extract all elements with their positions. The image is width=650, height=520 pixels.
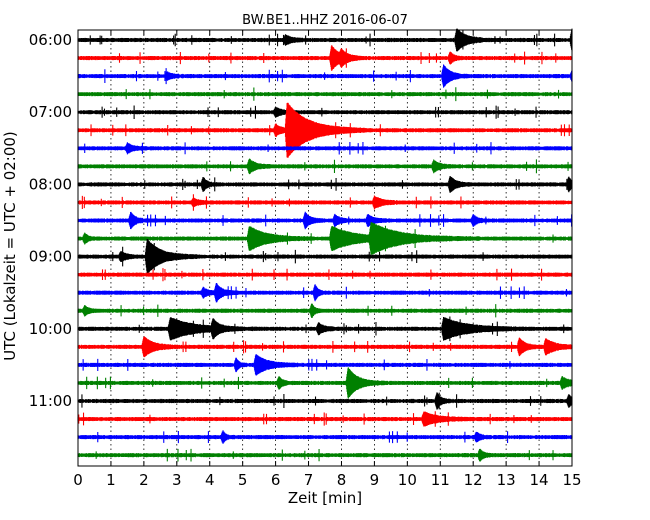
x-tick-label: 15 [562, 471, 581, 489]
trace-0815 [77, 194, 573, 211]
x-tick-label: 8 [337, 471, 347, 489]
trace-1015 [77, 336, 573, 358]
x-tick-label: 2 [139, 471, 149, 489]
trace-0745 [77, 158, 573, 175]
trace-1030 [77, 354, 573, 376]
y-tick-label: 09:00 [29, 248, 72, 266]
x-tick-label: 1 [106, 471, 116, 489]
x-axis: 0 1 2 3 4 5 6 7 8 9 10 11 12 13 14 15 [73, 30, 582, 489]
trace-0800 [77, 176, 573, 193]
trace-0900 [77, 238, 573, 275]
y-axis-label: UTC (Lokalzeit = UTC + 02:00) [1, 131, 19, 361]
trace-0915 [77, 268, 573, 282]
x-tick-label: 11 [431, 471, 450, 489]
trace-1100 [77, 392, 573, 410]
trace-0945 [77, 303, 573, 319]
y-tick-label: 06:00 [29, 31, 72, 49]
x-tick-label: 4 [205, 471, 215, 489]
trace-0700 [77, 105, 573, 119]
trace-0830 [77, 211, 573, 230]
trace-1115 [77, 411, 573, 427]
x-tick-label: 12 [464, 471, 483, 489]
y-axis: 06:00 07:00 08:00 09:00 10:00 11:00 [29, 31, 572, 410]
x-tick-label: 6 [271, 471, 281, 489]
x-tick-label: 3 [172, 471, 182, 489]
chart-title: BW.BE1..HHZ 2016-06-07 [242, 13, 408, 28]
y-tick-label: 10:00 [29, 320, 72, 338]
y-tick-label: 07:00 [29, 103, 72, 121]
trace-0645 [77, 87, 573, 102]
x-tick-label: 9 [370, 471, 380, 489]
x-tick-label: 5 [238, 471, 248, 489]
x-tick-label: 0 [73, 471, 83, 489]
trace-0615 [77, 45, 573, 71]
x-axis-label: Zeit [min] [288, 489, 362, 507]
x-tick-label: 7 [304, 471, 314, 489]
trace-0730 [77, 141, 573, 155]
trace-0630 [77, 64, 573, 88]
grid [110, 30, 540, 466]
trace-1130 [77, 430, 573, 444]
y-tick-label: 11:00 [29, 392, 72, 410]
trace-0600 [77, 28, 573, 52]
x-tick-label: 13 [497, 471, 516, 489]
trace-0930 [77, 282, 573, 303]
x-tick-label: 14 [530, 471, 549, 489]
traces [77, 28, 573, 462]
trace-1000 [77, 316, 573, 342]
y-tick-label: 08:00 [29, 175, 72, 193]
x-tick-label: 10 [398, 471, 417, 489]
trace-1145 [77, 448, 573, 462]
trace-1045 [77, 367, 573, 399]
plot-frame [77, 29, 573, 467]
